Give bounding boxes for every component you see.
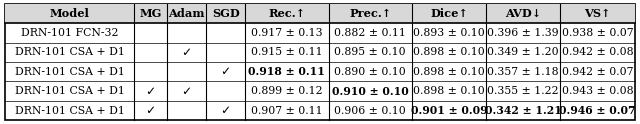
Text: 0.915 ± 0.11: 0.915 ± 0.11 [251, 47, 323, 57]
Text: ✓: ✓ [182, 85, 192, 98]
Text: 0.917 ± 0.13: 0.917 ± 0.13 [251, 28, 323, 38]
Text: MG: MG [140, 8, 162, 19]
Text: 0.901 ± 0.09: 0.901 ± 0.09 [411, 105, 487, 116]
Text: Rec.↑: Rec.↑ [268, 8, 305, 19]
Text: Dice↑: Dice↑ [430, 8, 468, 19]
Text: 0.946 ± 0.07: 0.946 ± 0.07 [559, 105, 636, 116]
Text: 0.357 ± 1.18: 0.357 ± 1.18 [488, 67, 559, 77]
Text: 0.895 ± 0.10: 0.895 ± 0.10 [334, 47, 406, 57]
Text: 0.355 ± 1.22: 0.355 ± 1.22 [488, 86, 559, 96]
Text: 0.943 ± 0.08: 0.943 ± 0.08 [562, 86, 634, 96]
Text: 0.342 ± 1.21: 0.342 ± 1.21 [485, 105, 562, 116]
Text: 0.918 ± 0.11: 0.918 ± 0.11 [248, 66, 325, 77]
Text: 0.396 ± 1.39: 0.396 ± 1.39 [488, 28, 559, 38]
Text: DRN-101 CSA + D1: DRN-101 CSA + D1 [15, 86, 125, 96]
Text: ✓: ✓ [221, 65, 231, 78]
Text: Prec.↑: Prec.↑ [349, 8, 391, 19]
Text: 0.899 ± 0.12: 0.899 ± 0.12 [251, 86, 323, 96]
Text: VS↑: VS↑ [584, 8, 611, 19]
Text: DRN-101 FCN-32: DRN-101 FCN-32 [21, 28, 118, 38]
Text: 0.898 ± 0.10: 0.898 ± 0.10 [413, 67, 484, 77]
Text: 0.938 ± 0.07: 0.938 ± 0.07 [562, 28, 634, 38]
Text: ✓: ✓ [221, 104, 231, 117]
Bar [5, 4, 635, 23]
Text: AVD↓: AVD↓ [505, 8, 541, 19]
Text: 0.882 ± 0.11: 0.882 ± 0.11 [334, 28, 406, 38]
Text: DRN-101 CSA + D1: DRN-101 CSA + D1 [15, 67, 125, 77]
Text: 0.906 ± 0.10: 0.906 ± 0.10 [334, 106, 406, 116]
Text: DRN-101 CSA + D1: DRN-101 CSA + D1 [15, 106, 125, 116]
Text: 0.890 ± 0.10: 0.890 ± 0.10 [334, 67, 406, 77]
Text: DRN-101 CSA + D1: DRN-101 CSA + D1 [15, 47, 125, 57]
Text: 0.942 ± 0.07: 0.942 ± 0.07 [562, 67, 634, 77]
Text: 0.910 ± 0.10: 0.910 ± 0.10 [332, 86, 408, 97]
Text: ✓: ✓ [146, 104, 156, 117]
Text: Adam: Adam [168, 8, 205, 19]
Text: 0.942 ± 0.08: 0.942 ± 0.08 [562, 47, 634, 57]
Text: Model: Model [50, 8, 90, 19]
Text: ✓: ✓ [182, 46, 192, 59]
Text: 0.349 ± 1.20: 0.349 ± 1.20 [488, 47, 559, 57]
Text: ✓: ✓ [146, 85, 156, 98]
Text: 0.898 ± 0.10: 0.898 ± 0.10 [413, 86, 484, 96]
Text: 0.907 ± 0.11: 0.907 ± 0.11 [251, 106, 323, 116]
Text: 0.898 ± 0.10: 0.898 ± 0.10 [413, 47, 484, 57]
Text: SGD: SGD [212, 8, 239, 19]
Text: 0.893 ± 0.10: 0.893 ± 0.10 [413, 28, 484, 38]
